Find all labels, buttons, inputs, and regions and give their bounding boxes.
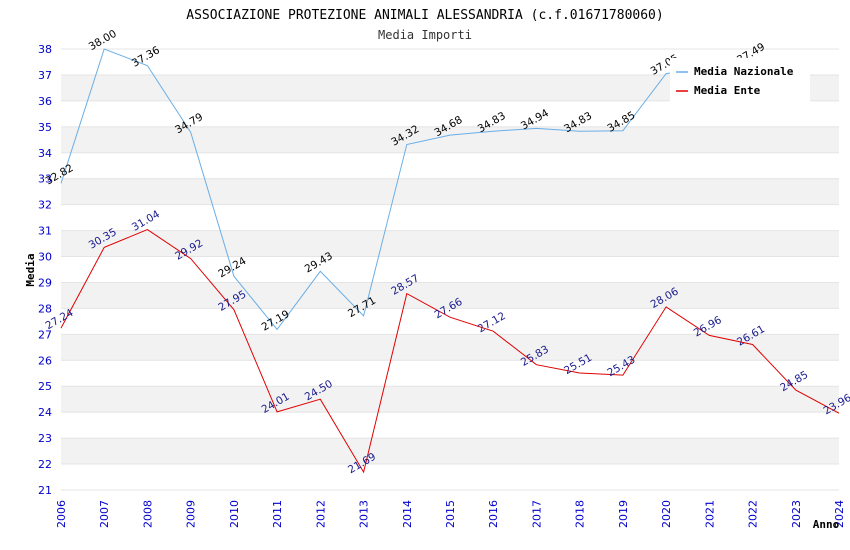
x-tick-label: 2016 — [487, 500, 500, 528]
x-tick-label: 2007 — [98, 500, 111, 528]
legend-label-media-nazionale: Media Nazionale — [694, 65, 794, 78]
grid-band — [61, 438, 839, 465]
y-tick-label: 31 — [38, 225, 52, 238]
grid-band — [61, 100, 839, 127]
grid-bands — [61, 48, 839, 491]
x-tick-label: 2022 — [747, 500, 760, 528]
series-line-media-nazionale — [60, 48, 753, 331]
y-tick-label: 32 — [38, 199, 52, 212]
y-tick-label: 23 — [38, 432, 52, 445]
x-tick-label: 2006 — [55, 500, 68, 528]
y-tick-label: 26 — [38, 354, 52, 367]
y-tick-label: 28 — [38, 302, 52, 315]
grid-band — [61, 230, 839, 257]
x-tick-label: 2012 — [314, 500, 327, 528]
y-tick-label: 24 — [38, 406, 52, 419]
x-tick-label: 2019 — [617, 500, 630, 528]
y-tick-label: 37 — [38, 69, 52, 82]
legend: Media Nazionale Media Ente — [670, 58, 810, 102]
y-tick-label: 33 — [38, 173, 52, 186]
grid-band — [61, 464, 839, 490]
y-tick-label: 36 — [38, 95, 52, 108]
x-axis-label: Anno — [813, 518, 840, 531]
y-axis-ticks: 21 22 23 24 25 26 27 28 29 30 31 32 33 34 35 36 37 38 — [38, 43, 52, 497]
x-tick-label: 2018 — [574, 500, 587, 528]
y-tick-label: 30 — [38, 251, 52, 264]
x-tick-label: 2014 — [401, 500, 414, 528]
grid-band — [61, 360, 839, 387]
x-tick-label: 2015 — [444, 500, 457, 528]
x-tick-label: 2009 — [185, 500, 198, 528]
x-tick-label: 2013 — [358, 500, 371, 528]
y-axis-label: Media — [24, 253, 37, 286]
grid-band — [61, 282, 839, 309]
grid-band — [61, 256, 839, 283]
grid-band — [61, 126, 839, 153]
x-tick-label: 2024 — [833, 500, 846, 528]
grid-band — [61, 204, 839, 231]
y-tick-label: 34 — [38, 147, 52, 160]
grid-band — [61, 386, 839, 413]
x-tick-label: 2010 — [228, 500, 241, 528]
series-group — [60, 48, 840, 474]
y-tick-label: 35 — [38, 121, 52, 134]
x-tick-label: 2008 — [141, 500, 154, 528]
x-tick-label: 2021 — [703, 500, 716, 528]
grid-band — [61, 178, 839, 205]
x-tick-label: 2017 — [530, 500, 543, 528]
y-tick-label: 29 — [38, 276, 52, 289]
grid-band — [61, 308, 839, 335]
legend-label-media-ente: Media Ente — [694, 84, 761, 97]
y-tick-label: 21 — [38, 484, 52, 497]
y-tick-label: 22 — [38, 458, 52, 471]
series-line-media-ente — [60, 229, 840, 474]
y-tick-label: 25 — [38, 380, 52, 393]
y-tick-label: 38 — [38, 43, 52, 56]
grid-band — [61, 334, 839, 361]
legend-box — [670, 58, 810, 102]
chart-subtitle: Media Importi — [378, 28, 472, 42]
x-tick-label: 2023 — [790, 500, 803, 528]
grid-band — [61, 152, 839, 179]
chart-title: ASSOCIAZIONE PROTEZIONE ANIMALI ALESSAND… — [186, 8, 663, 23]
x-tick-label: 2020 — [660, 500, 673, 528]
grid-band — [61, 412, 839, 439]
x-axis-ticks: 2006 2007 2008 2009 2010 2011 2012 2013 2014 2015… — [55, 500, 846, 528]
y-tick-label: 27 — [38, 328, 52, 341]
x-tick-label: 2011 — [271, 500, 284, 528]
